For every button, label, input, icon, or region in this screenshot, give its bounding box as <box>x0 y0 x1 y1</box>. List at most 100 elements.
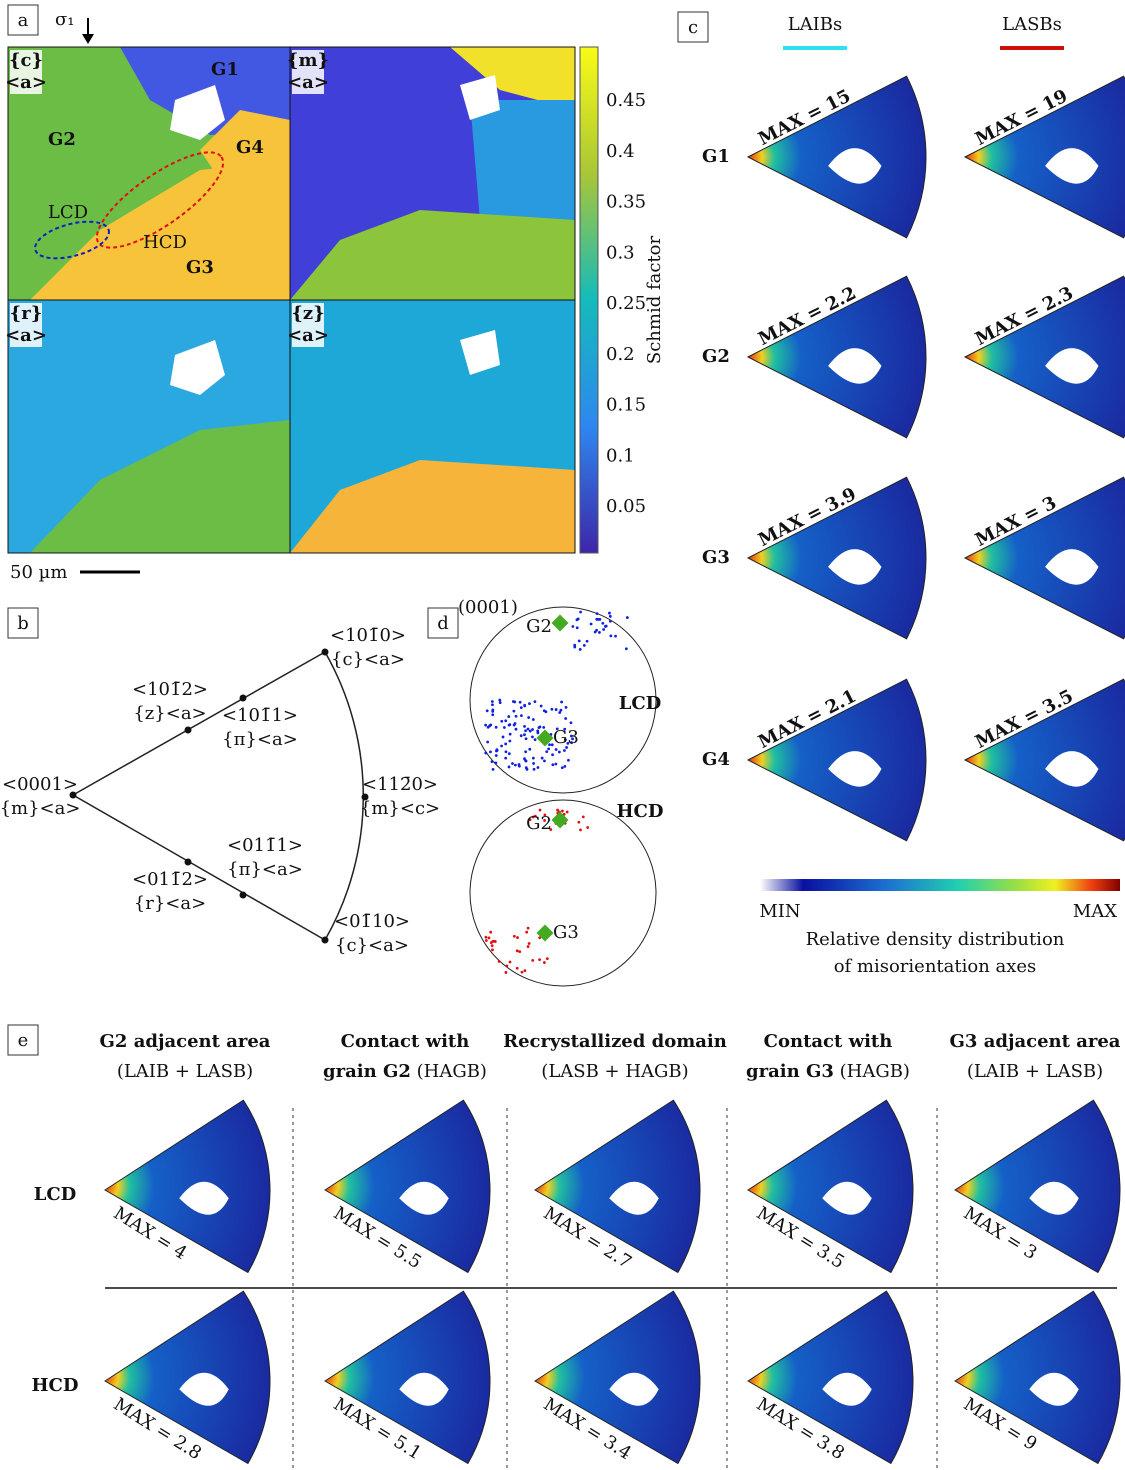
pole-point <box>513 935 516 938</box>
pole-point <box>491 700 494 703</box>
pole-point <box>514 764 517 767</box>
pole-point <box>508 766 511 769</box>
pole-point <box>505 971 508 974</box>
pole-point <box>519 701 522 704</box>
pole-point <box>571 625 574 628</box>
column-title: G3 adjacent area <box>950 1031 1121 1052</box>
grain-label: G1 <box>211 59 239 80</box>
row-label: HCD <box>32 1375 79 1396</box>
pole-point <box>543 759 546 762</box>
pole-point <box>500 720 503 723</box>
pole-point <box>582 815 585 818</box>
pole-point <box>528 748 531 751</box>
node-system: {m}<c> <box>360 798 440 819</box>
pole-point <box>498 960 501 963</box>
pole-point <box>521 971 524 974</box>
pole-point <box>527 716 530 719</box>
pole-point <box>609 620 612 623</box>
colorbar-tick-label: 0.4 <box>606 141 635 162</box>
map-region <box>470 100 575 230</box>
grain-label: G4 <box>236 137 264 158</box>
density-colorbar <box>760 879 1120 891</box>
pole-point <box>495 754 498 757</box>
pole-point <box>508 723 511 726</box>
node-system: {m}<a> <box>0 798 80 819</box>
pole-point <box>605 625 608 628</box>
node-direction: <01̄10> <box>334 911 410 932</box>
pole-point <box>524 969 527 972</box>
pole-point <box>524 729 527 732</box>
colorbar-tick-label: 0.35 <box>606 192 646 213</box>
column-title: Contact with <box>764 1031 893 1052</box>
pole-point <box>532 718 535 721</box>
pole-point <box>538 958 541 961</box>
column-note: (LAIB + LASB) <box>117 1061 253 1082</box>
pole-figure <box>470 800 656 986</box>
colorbar-tick-label: 0.3 <box>606 242 635 263</box>
scale-max: MAX <box>1073 901 1117 922</box>
pole-point <box>626 616 629 619</box>
column-title: grain G3 <box>746 1061 834 1082</box>
pole-point <box>558 751 561 754</box>
pole-point <box>505 964 508 967</box>
node-direction: <011̄2> <box>132 869 208 890</box>
colorbar <box>580 47 598 553</box>
pole-point <box>525 931 528 934</box>
pole-point <box>555 708 558 711</box>
pole-point <box>601 622 604 625</box>
node-system: {r}<a> <box>134 893 206 914</box>
pole-point <box>508 740 511 743</box>
column-title-line: grain G2 (HAGB) <box>323 1061 487 1082</box>
pole-point <box>609 634 612 637</box>
pole-point <box>551 763 554 766</box>
panel-label: a <box>18 10 29 31</box>
domain-label: HCD <box>617 801 664 822</box>
pole-point <box>527 728 530 731</box>
pole-point <box>614 635 617 638</box>
node-system: {c}<a> <box>331 649 405 670</box>
grain-label: G3 <box>553 922 579 943</box>
pole-point <box>577 821 580 824</box>
pole-point <box>489 751 492 754</box>
pole-point <box>525 737 528 740</box>
node-system: {z}<a> <box>133 703 206 724</box>
pole-point <box>586 640 589 643</box>
column-note: (HAGB) <box>840 1061 910 1082</box>
pole-point <box>526 768 529 771</box>
column-title: grain G2 <box>323 1061 411 1082</box>
pole-point <box>523 725 526 728</box>
column-note: (HAGB) <box>417 1061 487 1082</box>
panel-label: c <box>688 17 698 38</box>
pole-point <box>503 726 506 729</box>
map-plane: {r} <box>10 303 43 324</box>
pole-point <box>540 705 543 708</box>
node-system: {π}<a> <box>227 859 303 880</box>
pole-point <box>534 700 537 703</box>
pole-point <box>516 936 519 939</box>
pole-point <box>491 703 494 706</box>
pole-point <box>539 809 542 812</box>
pole-point <box>537 766 540 769</box>
map-direction: <a> <box>5 325 47 346</box>
panel-b <box>73 652 363 940</box>
pole-point <box>547 747 550 750</box>
pole-point <box>524 759 527 762</box>
grain-label: G3 <box>553 727 579 748</box>
domain-label: LCD <box>619 693 662 714</box>
pole-point <box>576 626 579 629</box>
row-label: G3 <box>702 547 730 568</box>
column-title: Contact with <box>341 1031 470 1052</box>
pole-point <box>527 927 530 930</box>
pole-point <box>555 748 558 751</box>
pole-point <box>579 611 582 614</box>
pole-point <box>533 768 536 771</box>
pole-point <box>579 648 582 651</box>
row-label: G2 <box>702 346 730 367</box>
colorbar-tick-label: 0.25 <box>606 293 646 314</box>
pole-point <box>487 726 490 729</box>
pole-point <box>546 957 549 960</box>
pole-point <box>484 724 487 727</box>
map-plane: {m} <box>287 50 329 71</box>
pole-point <box>567 759 570 762</box>
pole-point <box>561 766 564 769</box>
